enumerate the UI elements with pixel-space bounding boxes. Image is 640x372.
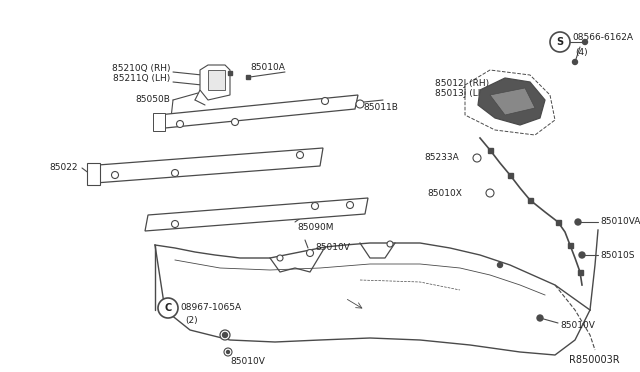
Circle shape	[537, 315, 543, 321]
Text: 85010V: 85010V	[315, 244, 350, 253]
Polygon shape	[490, 88, 535, 115]
Circle shape	[158, 298, 178, 318]
Text: 85010V: 85010V	[560, 321, 595, 330]
Circle shape	[550, 32, 570, 52]
Circle shape	[172, 221, 179, 228]
Circle shape	[177, 121, 184, 128]
Text: R850003R: R850003R	[570, 355, 620, 365]
Circle shape	[227, 350, 230, 353]
Circle shape	[232, 119, 239, 125]
Circle shape	[346, 202, 353, 208]
Text: 85010V: 85010V	[230, 357, 265, 366]
Bar	[228, 71, 232, 75]
Text: 85011B: 85011B	[363, 103, 398, 112]
Text: 08967-1065A: 08967-1065A	[180, 302, 241, 311]
Circle shape	[223, 333, 227, 337]
Circle shape	[224, 348, 232, 356]
Circle shape	[486, 189, 494, 197]
Text: 85050B: 85050B	[135, 96, 170, 105]
Text: 85210Q (RH): 85210Q (RH)	[111, 64, 170, 73]
Circle shape	[356, 100, 364, 108]
Circle shape	[579, 252, 585, 258]
Text: 85022: 85022	[49, 164, 78, 173]
Text: 08566-6162A: 08566-6162A	[572, 33, 633, 42]
Circle shape	[172, 170, 179, 176]
Text: 85010A: 85010A	[250, 64, 285, 73]
Bar	[246, 75, 250, 79]
Bar	[577, 269, 582, 275]
Bar	[556, 219, 561, 224]
Circle shape	[573, 60, 577, 64]
Circle shape	[321, 97, 328, 105]
Text: 85013J (LH): 85013J (LH)	[435, 90, 488, 99]
Text: 85012J (RH): 85012J (RH)	[435, 78, 489, 87]
Text: C: C	[164, 303, 172, 313]
Text: S: S	[556, 37, 564, 47]
Polygon shape	[155, 95, 358, 129]
Bar	[527, 198, 532, 202]
Polygon shape	[153, 113, 165, 131]
Circle shape	[312, 202, 319, 209]
Bar	[508, 173, 513, 177]
Circle shape	[497, 263, 502, 267]
Polygon shape	[208, 70, 225, 90]
Circle shape	[277, 255, 283, 261]
Circle shape	[473, 154, 481, 162]
Polygon shape	[95, 148, 323, 183]
Circle shape	[296, 151, 303, 158]
Circle shape	[111, 171, 118, 179]
Text: (2): (2)	[185, 315, 198, 324]
Circle shape	[307, 250, 314, 257]
Circle shape	[387, 241, 393, 247]
Text: 85010VA: 85010VA	[600, 218, 640, 227]
Polygon shape	[87, 163, 100, 185]
Polygon shape	[478, 78, 545, 125]
Polygon shape	[200, 65, 230, 100]
Bar	[488, 148, 493, 153]
Circle shape	[575, 219, 581, 225]
Text: 85010X: 85010X	[427, 189, 462, 198]
Text: (4): (4)	[575, 48, 588, 57]
Text: 85010S: 85010S	[600, 250, 634, 260]
Circle shape	[582, 39, 588, 45]
Text: 85211Q (LH): 85211Q (LH)	[113, 74, 170, 83]
Text: 85090M: 85090M	[297, 222, 333, 231]
Circle shape	[220, 330, 230, 340]
Text: 85233A: 85233A	[424, 154, 459, 163]
Polygon shape	[145, 198, 368, 231]
Bar	[568, 243, 573, 247]
